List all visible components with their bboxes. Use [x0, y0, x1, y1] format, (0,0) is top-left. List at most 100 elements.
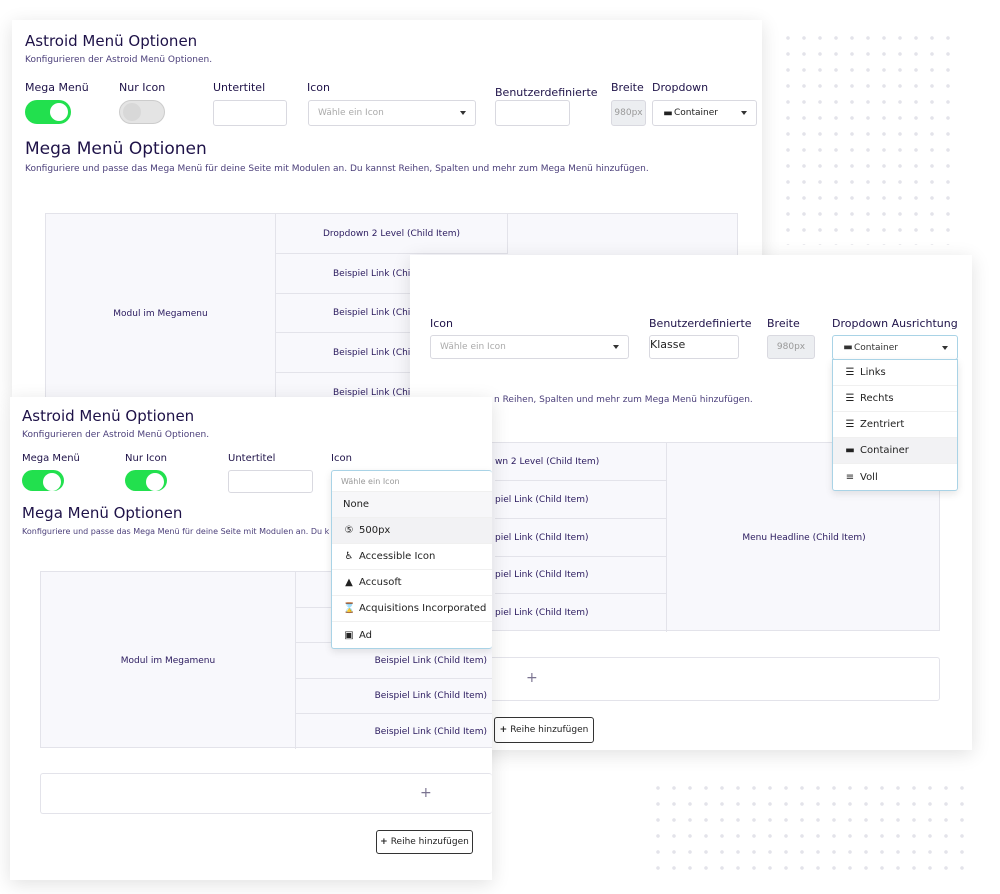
grid-cell[interactable]: piel Link (Child Item) [495, 557, 667, 594]
subtitle-input[interactable] [228, 470, 313, 493]
icon-only-label: Nur Icon [119, 81, 166, 94]
add-row-button[interactable]: + Reihe hinzufügen [376, 830, 473, 854]
option-label: Accessible Icon [359, 551, 436, 562]
grid-cell[interactable]: piel Link (Child Item) [495, 519, 667, 557]
grid-cell[interactable]: Beispiel Link (Child Item) [276, 333, 411, 373]
grid-cell-module[interactable]: Modul im Megamenu [41, 572, 296, 749]
container-icon: ▬ [663, 107, 673, 119]
add-column-area[interactable]: + [40, 773, 492, 814]
grid-cell-headline[interactable]: Menu Headline (Child Item) [742, 532, 866, 543]
mega-menu-label: Mega Menü [25, 81, 89, 94]
chevron-down-icon [613, 345, 619, 349]
icon-option-ad[interactable]: ▣ Ad [332, 622, 492, 648]
ad-icon: ▣ [344, 629, 354, 641]
panel-front: Astroid Menü Optionen Konfigurieren der … [10, 397, 492, 880]
dropdown-label: Dropdown [652, 81, 709, 94]
container-icon: ▬ [845, 445, 855, 456]
grid-cell[interactable]: Beispiel Link (Child Item) [296, 679, 492, 714]
grid-cell[interactable]: Beispiel Link (Child Item) [276, 373, 411, 397]
alignment-select[interactable]: ▬ Container [832, 335, 958, 360]
icon-only-label: Nur Icon [125, 453, 168, 464]
chevron-down-icon [741, 111, 747, 115]
mega-menu-description: n Reihen, Spalten und mehr zum Mega Menü… [494, 395, 753, 405]
panel-middle: n Reihen, Spalten und mehr zum Mega Menü… [410, 255, 972, 750]
add-row-button[interactable]: + Reihe hinzufügen [494, 717, 594, 743]
accessible-icon: ♿ [344, 551, 354, 562]
width-label: Breite [767, 317, 800, 330]
add-row-label: Reihe hinzufügen [390, 837, 469, 847]
icon-only-toggle[interactable] [119, 100, 165, 124]
icon-option-accusoft[interactable]: ▲ Accusoft [332, 570, 492, 596]
icon-select-placeholder: Wähle ein Icon [318, 108, 384, 118]
grid-cell[interactable]: piel Link (Child Item) [495, 481, 667, 519]
alignment-option-zentriert[interactable]: ☰ Zentriert [833, 412, 957, 438]
accusoft-icon: ▲ [345, 577, 353, 588]
icon-only-toggle[interactable] [125, 470, 167, 491]
icon-option-500px[interactable]: ⑤ 500px [332, 518, 492, 544]
option-label: Accusoft [359, 577, 402, 588]
grid-cell[interactable]: Beispiel Link (Child Item) [296, 643, 492, 679]
option-label: None [343, 499, 370, 510]
alignment-dropdown-menu: ☰ Links ☰ Rechts ☰ Zentriert ▬ Container ≡ Vo… [832, 359, 958, 491]
align-center-icon: ☰ [845, 419, 855, 430]
grid-cell[interactable]: wn 2 Level (Child Item) [495, 443, 667, 481]
panel-title: Astroid Menü Optionen [25, 32, 198, 50]
grid-cell[interactable]: piel Link (Child Item) [495, 594, 667, 632]
mega-menu-description: Konfiguriere und passe das Mega Menü für… [22, 527, 329, 536]
alignment-option-voll[interactable]: ≡ Voll [833, 464, 957, 490]
icon-select-placeholder: Wähle ein Icon [440, 342, 506, 352]
mega-menu-label: Mega Menü [22, 453, 80, 464]
mega-menu-title: Mega Menü Optionen [25, 139, 207, 159]
custom-class-input[interactable]: Klasse [649, 335, 739, 359]
icon-dropdown-menu: Wähle ein Icon None ⑤ 500px ♿ Accessible I… [331, 470, 492, 649]
icon-search-input[interactable]: Wähle ein Icon [332, 471, 492, 492]
acquisitions-incorporated-icon: ⌛ [343, 603, 356, 614]
width-input[interactable]: 980px [611, 100, 646, 126]
mega-menu-toggle[interactable] [22, 470, 64, 491]
option-label: 500px [359, 525, 391, 536]
grid-cell-module[interactable]: Modul im Megamenu [46, 214, 276, 397]
chevron-down-icon [942, 345, 948, 350]
grid-cell[interactable]: Dropdown 2 Level (Child Item) [276, 214, 508, 254]
container-icon: ▬ [843, 342, 853, 353]
add-row-label: Reihe hinzufügen [510, 725, 589, 735]
option-label: Zentriert [860, 419, 905, 430]
icon-option-acquisitions-incorporated[interactable]: ⌛ Acquisitions Incorporated [332, 596, 492, 622]
option-label: Container [860, 445, 909, 456]
width-value: 980px [776, 342, 806, 352]
decor-dots-top [780, 30, 950, 245]
plus-icon: + [499, 725, 508, 735]
alignment-option-links[interactable]: ☰ Links [833, 360, 957, 386]
mega-menu-description: Konfiguriere und passe das Mega Menü für… [25, 164, 649, 174]
subtitle-label: Untertitel [228, 453, 276, 464]
plus-icon: + [380, 837, 388, 847]
grid-cell[interactable]: Beispiel Link (Child Item) [276, 294, 411, 333]
alignment-option-rechts[interactable]: ☰ Rechts [833, 386, 957, 412]
dropdown-select[interactable]: ▬ Container [652, 100, 757, 126]
icon-option-none[interactable]: None [332, 492, 492, 518]
width-value: 980px [614, 108, 643, 118]
custom-class-label: Benutzerdefinierte [649, 317, 752, 330]
alignment-option-container[interactable]: ▬ Container [833, 438, 957, 464]
panel-subtitle: Konfigurieren der Astroid Menü Optionen. [22, 430, 210, 440]
500px-icon: ⑤ [344, 525, 354, 536]
icon-label: Icon [331, 453, 352, 464]
add-column-area[interactable]: + [410, 657, 940, 701]
panel-title: Astroid Menü Optionen [22, 407, 195, 425]
grid-cell[interactable]: Beispiel Link (Child Item) [374, 726, 487, 737]
option-label: Ad [359, 629, 373, 641]
width-input[interactable]: 980px [767, 335, 815, 359]
icon-option-accessible-icon[interactable]: ♿ Accessible Icon [332, 544, 492, 570]
icon-select[interactable]: Wähle ein Icon [430, 335, 629, 359]
panel-subtitle: Konfigurieren der Astroid Menü Optionen. [25, 55, 213, 65]
custom-class-value: Klasse [650, 338, 686, 351]
custom-class-input[interactable] [495, 100, 570, 126]
alignment-value: Container [854, 342, 898, 353]
subtitle-input[interactable] [213, 100, 287, 126]
mega-menu-toggle[interactable] [25, 100, 71, 124]
option-label: Rechts [860, 393, 894, 404]
grid-cell[interactable]: Beispiel Link (Child Item) [276, 254, 411, 294]
icon-select[interactable]: Wähle ein Icon [308, 100, 476, 126]
chevron-down-icon [460, 111, 466, 115]
icon-label: Icon [430, 317, 453, 330]
